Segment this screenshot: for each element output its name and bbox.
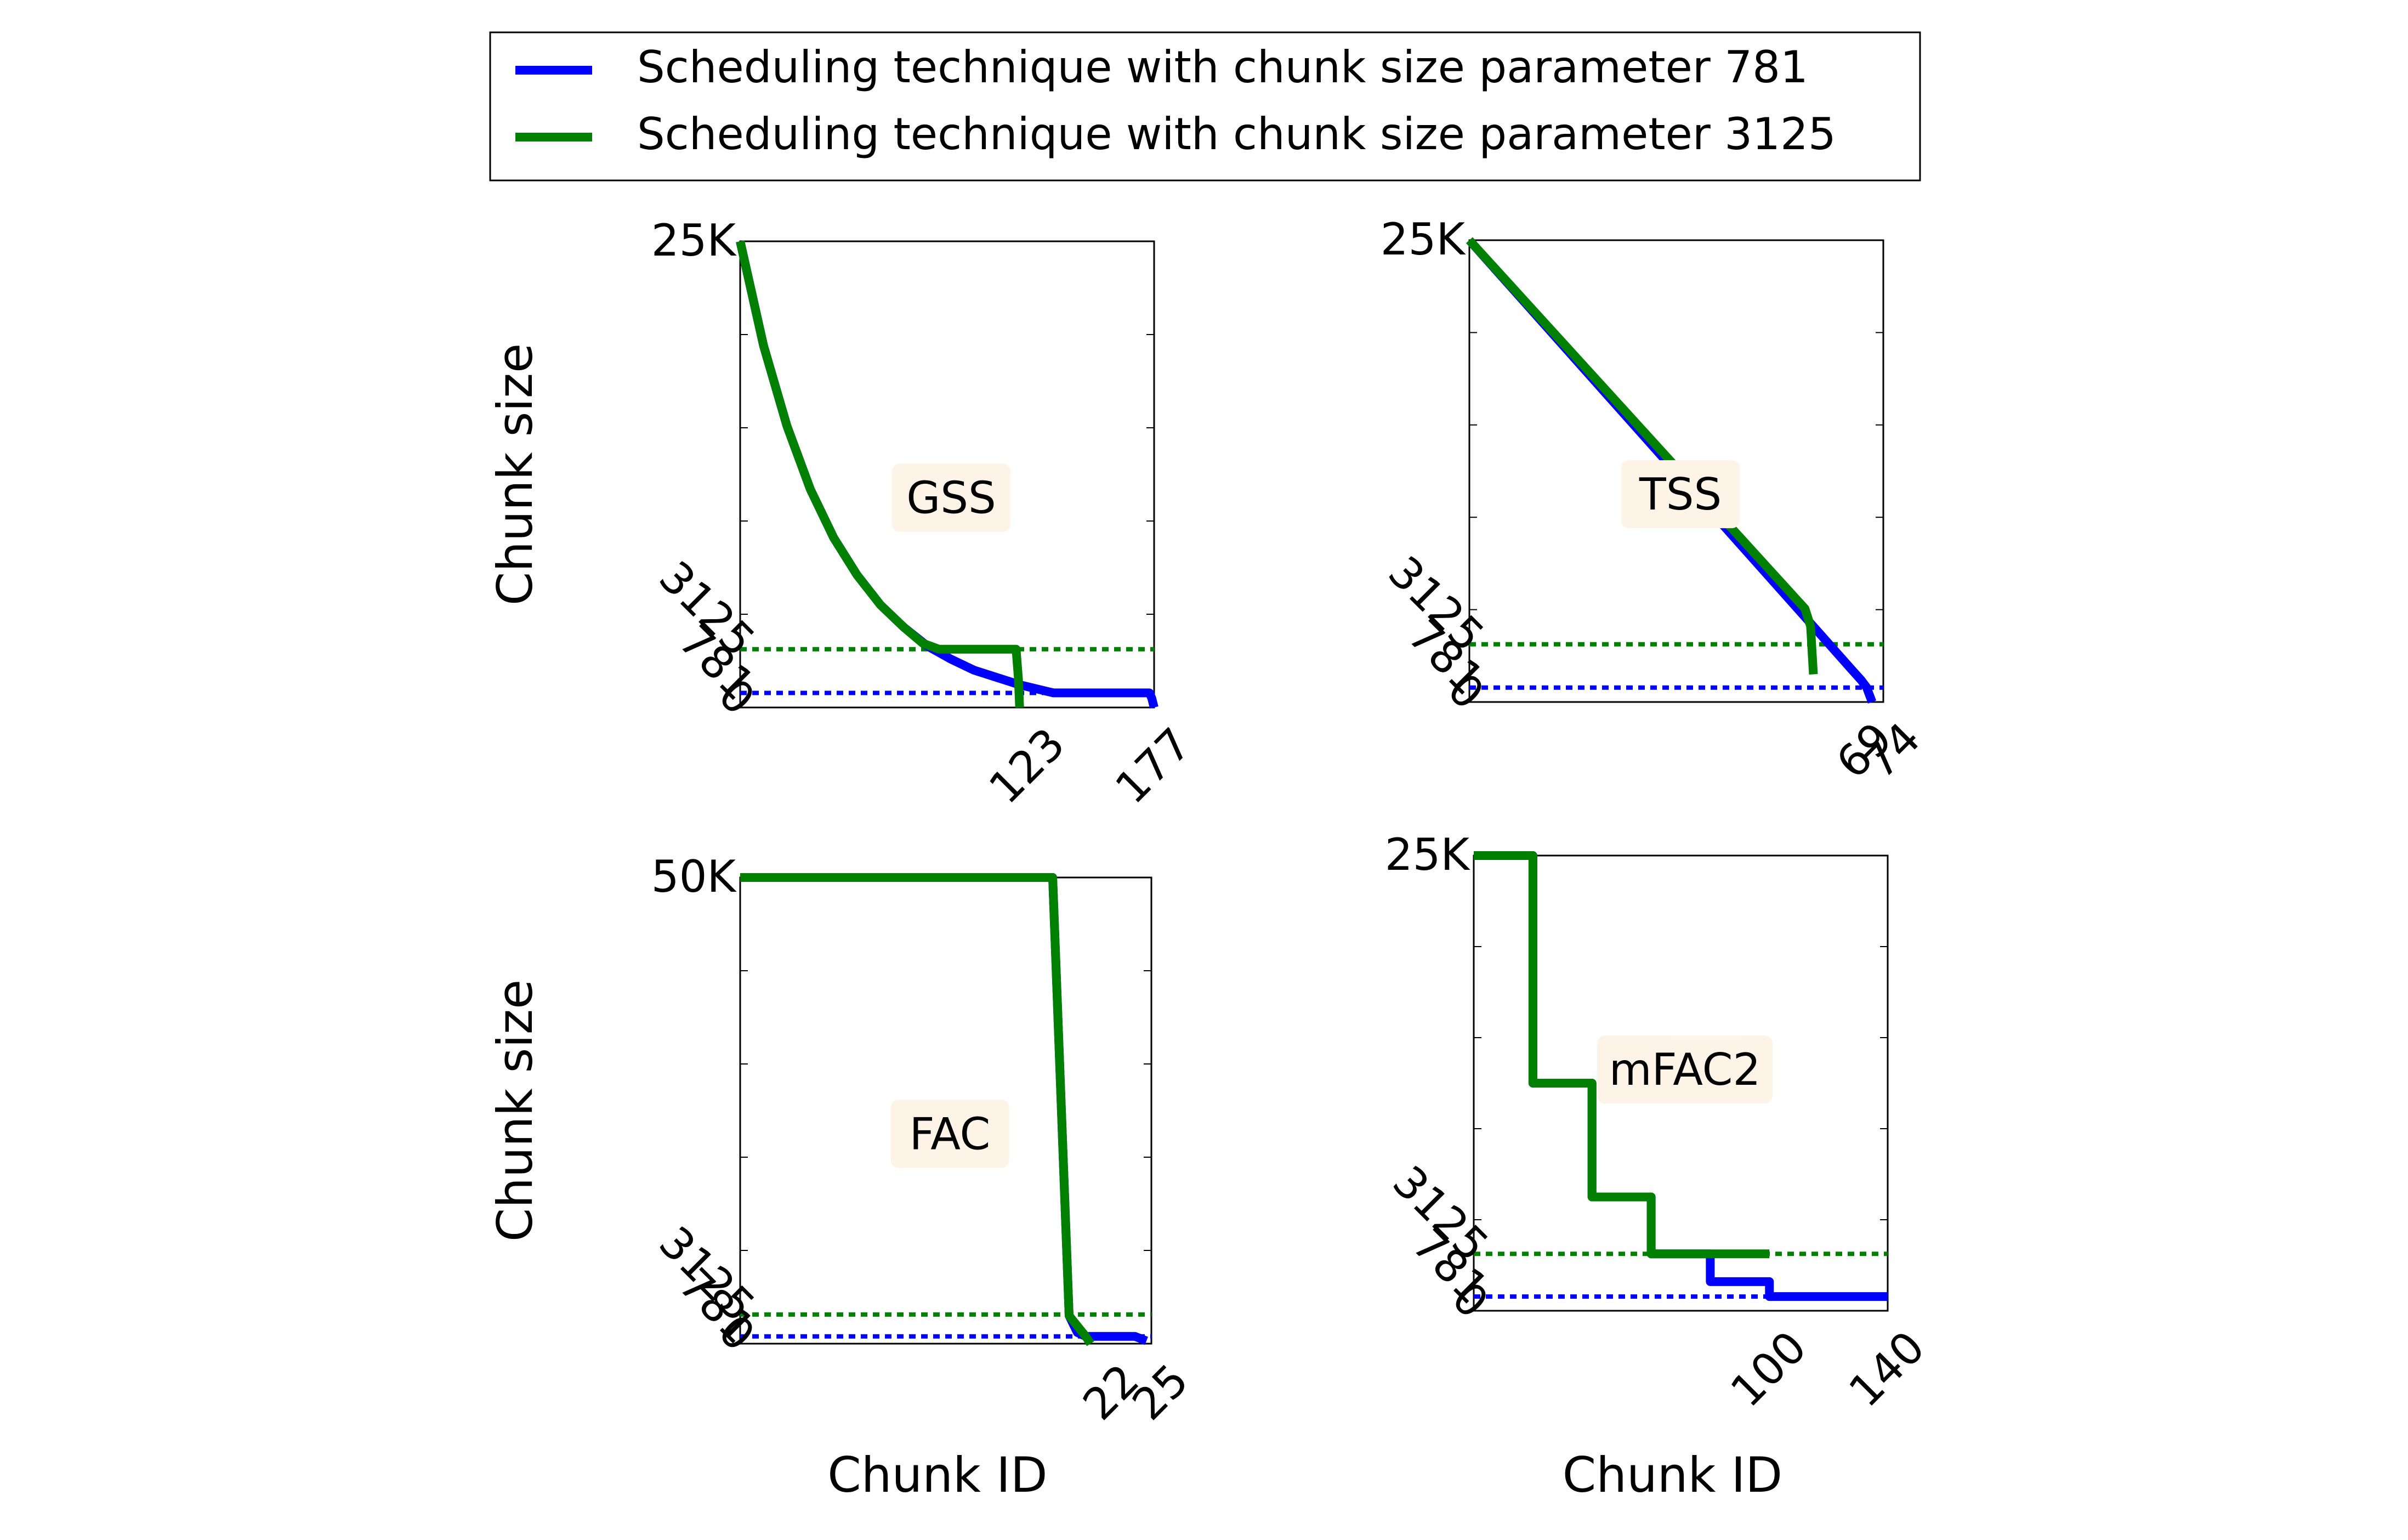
annotation-label: mFAC2: [1609, 1044, 1761, 1095]
y-axis-label: Chunk size: [487, 343, 543, 605]
series-line-3125: [1466, 237, 1818, 675]
annotation-label: TSS: [1639, 469, 1722, 520]
x-tick-label: 100: [1721, 1322, 1816, 1417]
x-tick-label: 177: [1106, 718, 1201, 814]
annotation-label: GSS: [906, 473, 996, 524]
y-axis-label: Chunk size: [487, 980, 543, 1242]
legend-label-3125: Scheduling technique with chunk size par…: [637, 109, 1836, 160]
y-tick-label: 25K: [651, 215, 737, 266]
y-tick-label: 25K: [1385, 829, 1471, 880]
annotation-box: [890, 1100, 1009, 1168]
x-tick-label: 140: [1839, 1322, 1935, 1417]
x-axis-label: Chunk ID: [827, 1447, 1047, 1503]
annotation-box: [1597, 1035, 1773, 1104]
annotation-box: [892, 463, 1011, 532]
y-tick-label: 50K: [651, 851, 737, 902]
x-tick-label: 25: [1123, 1355, 1199, 1430]
series-line-3125: [1474, 851, 1770, 1259]
legend-frame: [489, 31, 1921, 182]
x-axis-label: Chunk ID: [1563, 1447, 1782, 1503]
series-line-3125: [736, 240, 1024, 708]
y-tick-label: 25K: [1381, 214, 1467, 265]
legend-label-781: Scheduling technique with chunk size par…: [637, 42, 1808, 93]
annotation-box: [1621, 460, 1740, 529]
annotation-label: FAC: [910, 1109, 991, 1160]
x-tick-label: 123: [979, 718, 1075, 814]
legend: Scheduling technique with chunk size par…: [489, 31, 1921, 182]
series-line-3125: [740, 873, 1094, 1346]
